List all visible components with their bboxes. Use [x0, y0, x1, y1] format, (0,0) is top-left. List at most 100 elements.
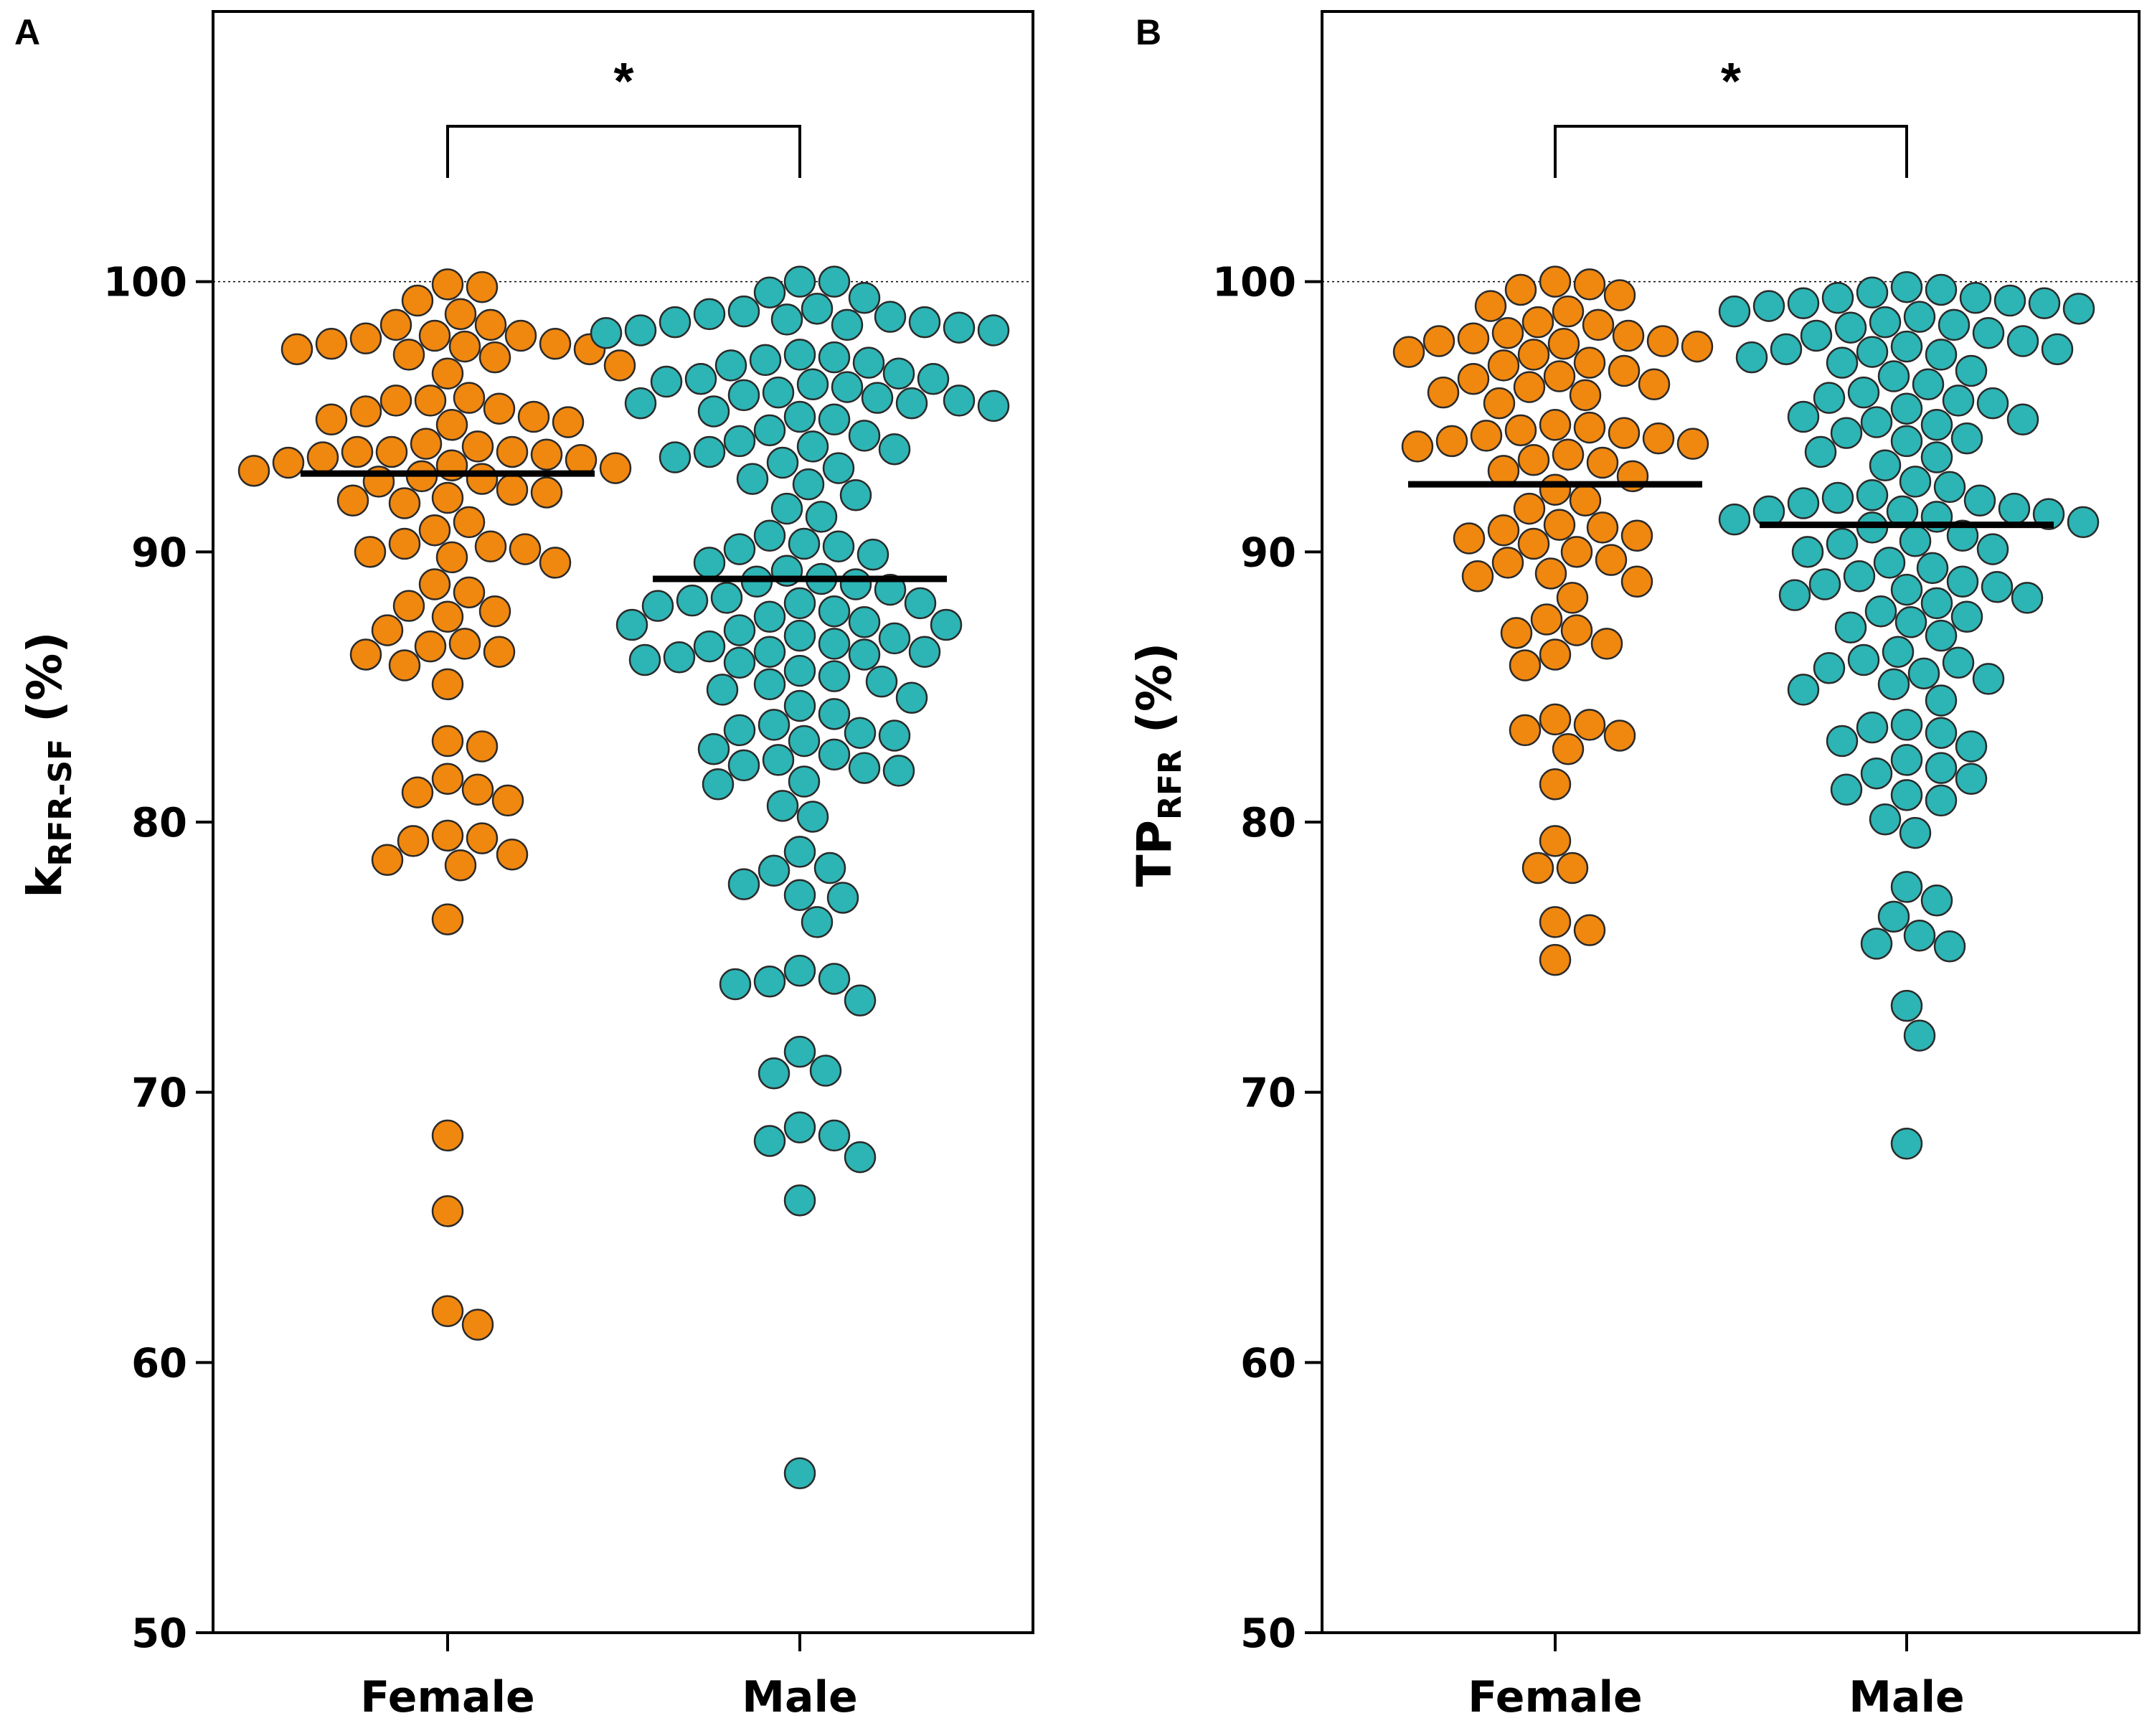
- data-point: [1925, 273, 1958, 306]
- data-point: [801, 293, 834, 325]
- data-point: [1422, 325, 1455, 357]
- series-male: [590, 265, 1010, 1490]
- data-point: [431, 357, 464, 390]
- data-point: [1560, 536, 1593, 568]
- data-point: [410, 428, 443, 460]
- data-point: [2006, 325, 2039, 357]
- data-point: [1556, 582, 1589, 614]
- data-point: [1869, 449, 1902, 482]
- y-axis-title-main: k: [17, 865, 72, 898]
- data-point: [659, 441, 692, 473]
- data-point: [1920, 441, 1953, 473]
- data-point: [431, 668, 464, 701]
- data-point: [496, 435, 529, 468]
- data-point: [770, 492, 803, 525]
- data-point: [341, 435, 374, 468]
- data-point: [736, 463, 769, 495]
- data-point: [796, 368, 829, 401]
- data-point: [354, 536, 387, 568]
- data-point: [1517, 527, 1550, 560]
- data-point: [710, 582, 743, 614]
- data-point: [1890, 425, 1923, 458]
- data-point: [272, 446, 305, 479]
- data-point: [453, 506, 486, 539]
- data-point: [2062, 293, 2095, 325]
- data-point: [1877, 668, 1910, 701]
- y-axis-title: kRFR-SF (%): [17, 631, 79, 897]
- y-tick-label: 100: [1212, 260, 1296, 306]
- data-point: [1907, 657, 1940, 690]
- data-point: [1457, 322, 1490, 355]
- data-point: [753, 965, 786, 998]
- data-point: [719, 968, 752, 1001]
- data-point: [624, 387, 657, 420]
- data-point: [766, 790, 799, 822]
- data-point: [831, 371, 864, 403]
- data-point: [599, 452, 632, 484]
- data-point: [861, 382, 894, 414]
- data-point: [1491, 316, 1524, 349]
- data-point: [818, 403, 851, 436]
- data-point: [1826, 527, 1859, 560]
- data-point: [1890, 709, 1923, 741]
- data-point: [349, 322, 382, 355]
- data-point: [1513, 371, 1546, 403]
- data-point: [1869, 803, 1902, 836]
- data-point: [1890, 871, 1923, 903]
- data-point: [844, 1141, 877, 1174]
- data-point: [753, 600, 786, 633]
- data-point: [392, 339, 425, 371]
- data-point: [727, 295, 760, 328]
- data-point: [697, 733, 730, 765]
- data-point: [1453, 522, 1486, 555]
- data-point: [388, 649, 421, 681]
- x-category-label: Male: [1849, 1672, 1964, 1722]
- panel-b: B 50 60 70 80 90 100 Female Male TPRFR (%) *: [1127, 10, 2141, 1722]
- data-point: [1916, 552, 1949, 585]
- data-point: [1813, 382, 1846, 414]
- data-point: [530, 476, 563, 509]
- data-point: [1612, 319, 1645, 352]
- data-point: [874, 573, 907, 606]
- y-tick-label: 70: [131, 1070, 187, 1117]
- data-point: [1491, 547, 1524, 579]
- data-point: [237, 455, 270, 487]
- data-point: [474, 530, 507, 563]
- y-tick-label: 100: [103, 260, 187, 306]
- data-point: [917, 363, 950, 395]
- data-point: [783, 836, 816, 868]
- data-point: [822, 530, 855, 563]
- data-point: [590, 316, 623, 349]
- data-point: [878, 622, 911, 655]
- data-point: [1920, 884, 1953, 917]
- data-point: [1976, 533, 2009, 565]
- data-point: [783, 689, 816, 722]
- data-point: [727, 868, 760, 900]
- data-point: [1821, 282, 1854, 314]
- data-point: [1890, 392, 1923, 425]
- data-point: [676, 584, 709, 617]
- data-point: [1787, 287, 1820, 320]
- data-point: [466, 822, 499, 854]
- data-point: [818, 660, 851, 692]
- data-point: [1608, 354, 1641, 387]
- data-point: [818, 963, 851, 995]
- data-point: [539, 547, 572, 579]
- data-point: [1718, 503, 1751, 536]
- data-point: [1401, 430, 1434, 463]
- data-point: [693, 435, 726, 468]
- data-point: [1560, 614, 1593, 646]
- data-point: [1543, 509, 1576, 541]
- data-point: [641, 590, 674, 622]
- data-point: [1925, 619, 1958, 652]
- data-point: [659, 306, 692, 339]
- data-point: [1556, 852, 1589, 884]
- data-point: [753, 668, 786, 701]
- data-point: [783, 654, 816, 687]
- data-point: [1882, 636, 1915, 668]
- data-point: [466, 270, 499, 303]
- data-point: [943, 385, 976, 417]
- data-point: [1517, 444, 1550, 476]
- data-point: [431, 903, 464, 935]
- data-point: [1435, 425, 1468, 458]
